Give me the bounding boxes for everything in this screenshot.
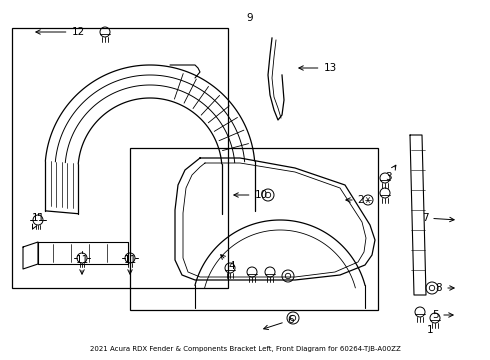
Text: 2: 2 bbox=[346, 195, 364, 205]
Text: 3: 3 bbox=[385, 165, 396, 182]
Text: 10: 10 bbox=[234, 190, 268, 200]
Text: 6: 6 bbox=[264, 315, 294, 329]
Text: 13: 13 bbox=[299, 63, 337, 73]
Text: 1: 1 bbox=[427, 325, 433, 335]
Text: 11: 11 bbox=[123, 255, 137, 274]
Text: 12: 12 bbox=[36, 27, 85, 37]
Text: 7: 7 bbox=[422, 213, 454, 223]
Text: 11: 11 bbox=[31, 213, 45, 229]
Text: 9: 9 bbox=[246, 13, 253, 23]
Text: 2021 Acura RDX Fender & Components Bracket Left, Front Diagram for 60264-TJB-A00: 2021 Acura RDX Fender & Components Brack… bbox=[90, 346, 400, 352]
Text: 11: 11 bbox=[75, 255, 89, 274]
Text: 8: 8 bbox=[436, 283, 454, 293]
Bar bbox=[130, 148, 378, 310]
Text: 5: 5 bbox=[432, 310, 453, 320]
Bar bbox=[12, 28, 228, 288]
Text: 4: 4 bbox=[220, 255, 235, 271]
